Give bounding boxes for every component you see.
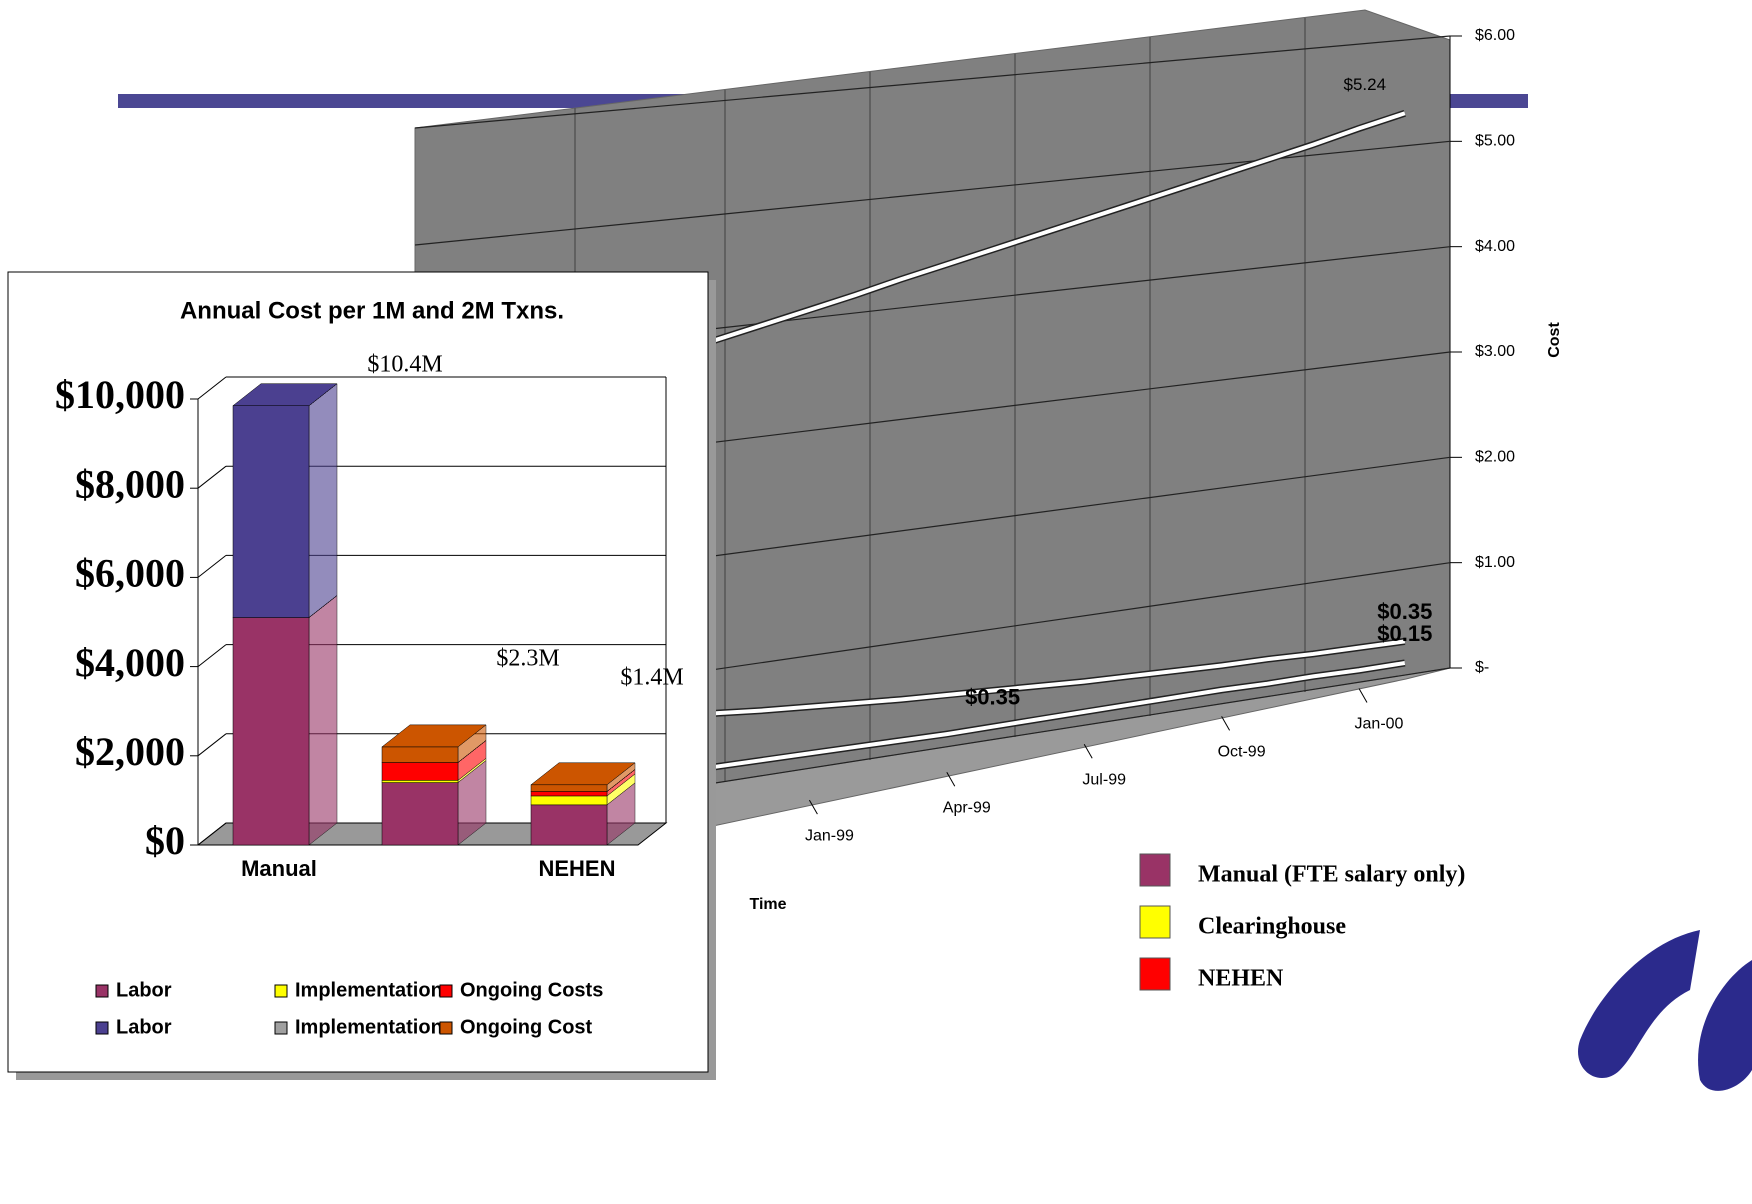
- legend-label: Clearinghouse: [1198, 914, 1346, 940]
- x-tick: [1221, 716, 1231, 731]
- x-tick-label: Oct-99: [1218, 744, 1266, 761]
- wall-verticals: [574, 18, 1306, 805]
- legend-swatch: [95, 984, 109, 998]
- bar: [232, 405, 310, 618]
- line: [671, 639, 1406, 719]
- grid-line: [197, 822, 227, 846]
- legend-label: NEHEN: [1198, 966, 1284, 992]
- data-label: $0.35: [1377, 599, 1432, 624]
- annotation: $2.3M: [496, 646, 559, 672]
- legend-swatch: [274, 984, 288, 998]
- y-tick-label: $3.00: [1475, 343, 1515, 360]
- x-tick-label: Jan-00: [1355, 716, 1404, 733]
- x-tick: [1083, 744, 1093, 759]
- y-tick-label: $5.00: [1475, 133, 1515, 150]
- data-label: $5.24: [1344, 75, 1387, 94]
- legend-label: Implementation: [295, 1016, 443, 1038]
- x-tick: [808, 799, 818, 815]
- bar-top: [530, 762, 636, 786]
- legend-swatch: [439, 984, 453, 998]
- x-tick-label: Jan-99: [805, 827, 854, 844]
- x-axis-title: Time: [749, 896, 786, 913]
- legend-label: Implementation: [295, 979, 443, 1001]
- x-tick-label: Apr-99: [943, 799, 991, 816]
- line: [671, 661, 1406, 775]
- annotation: $1.4M: [620, 665, 683, 691]
- y-tick-label: $6.00: [1475, 27, 1515, 44]
- x-tick-label: Jul-99: [1082, 772, 1126, 789]
- legend-swatch: [439, 1021, 453, 1035]
- y-tick-label: $10,000: [55, 372, 185, 417]
- bar: [381, 780, 459, 783]
- y-tick-label: $6,000: [75, 551, 185, 596]
- y-tick-label: $-: [1475, 659, 1489, 676]
- logo: [1578, 930, 1752, 1091]
- bar-side: [308, 383, 338, 619]
- y-tick-label: $8,000: [75, 461, 185, 506]
- grid-line: [197, 733, 227, 757]
- legend-label: Manual (FTE salary only): [1198, 862, 1465, 888]
- grid-line: [197, 644, 227, 667]
- x-tick: [946, 771, 956, 787]
- legend-label: Labor: [116, 1016, 172, 1038]
- inset-frame: [7, 271, 709, 1073]
- bar: [232, 617, 310, 846]
- y-tick-label: $0: [145, 818, 185, 863]
- bar-chart: Annual Cost per 1M and 2M Txns. $0 $2,000…: [7, 271, 716, 1080]
- bar: [530, 791, 608, 797]
- x-tick-label: Manual: [241, 856, 317, 881]
- legend-swatch: [1139, 905, 1171, 939]
- y-tick-label: $1.00: [1475, 554, 1515, 571]
- bar: [530, 795, 608, 806]
- bar-top: [232, 383, 338, 406]
- x-tick-label: NEHEN: [538, 856, 615, 881]
- y-tick-label: $2,000: [75, 729, 185, 774]
- legend-label: Labor: [116, 979, 172, 1001]
- bar: [381, 782, 459, 846]
- legend-swatch: [1139, 957, 1171, 991]
- legend-swatch: [95, 1021, 109, 1035]
- x-tick: [1358, 688, 1368, 703]
- legend-label: Ongoing Costs: [460, 979, 603, 1001]
- y-tick-label: $4,000: [75, 640, 185, 685]
- legend-swatch: [274, 1021, 288, 1035]
- y-tick-label: $4.00: [1475, 238, 1515, 255]
- annotation: $10.4M: [367, 352, 442, 378]
- y-axis-title: Cost: [1546, 322, 1563, 358]
- grid-line: [197, 376, 227, 400]
- bar: [381, 746, 459, 763]
- line: [671, 111, 1406, 356]
- grid-line: [197, 555, 227, 578]
- legend-label: Ongoing Cost: [460, 1016, 593, 1038]
- bar: [381, 762, 459, 781]
- bar: [530, 804, 608, 846]
- data-label: $0.35: [965, 684, 1020, 709]
- grid-line: [414, 35, 1451, 129]
- grid-line: [197, 465, 227, 489]
- chart-title: Annual Cost per 1M and 2M Txns.: [180, 297, 564, 324]
- bar-top: [381, 724, 487, 748]
- bar: [530, 784, 608, 792]
- bar-side: [308, 595, 338, 846]
- y-tick-label: $2.00: [1475, 449, 1515, 466]
- legend-swatch: [1139, 853, 1171, 887]
- data-label: $0.15: [1377, 621, 1432, 646]
